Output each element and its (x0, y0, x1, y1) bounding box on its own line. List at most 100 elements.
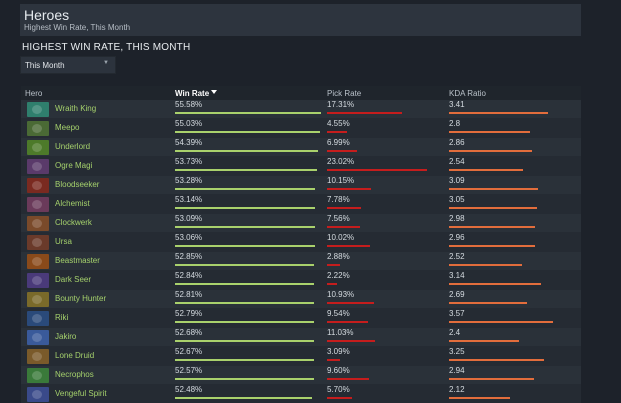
table-row[interactable]: Lone Druid 52.67% 3.09% 3.25 (21, 347, 581, 365)
hero-portrait[interactable] (27, 159, 49, 174)
hero-portrait[interactable] (27, 235, 49, 250)
hero-portrait[interactable] (27, 197, 49, 212)
table-row[interactable]: Dark Seer 52.84% 2.22% 3.14 (21, 271, 581, 289)
hero-name-link[interactable]: Wraith King (55, 104, 97, 113)
kda-stat: 2.8 (449, 119, 461, 128)
win-stat: 55.58% (175, 100, 203, 109)
hero-name-link[interactable]: Riki (55, 313, 69, 322)
win-stat: 52.79% (175, 309, 203, 318)
win-rate-bar (175, 283, 314, 285)
hero-name-link[interactable]: Meepo (55, 123, 80, 132)
kda-rate-bar (449, 321, 553, 323)
table-row[interactable]: Clockwerk 53.09% 7.56% 2.98 (21, 214, 581, 232)
pick-rate-bar (327, 169, 427, 171)
pick-stat: 3.09% (327, 347, 350, 356)
pick-rate-bar (327, 340, 375, 342)
kda-rate-bar (449, 150, 532, 152)
hero-name-link[interactable]: Beastmaster (55, 256, 100, 265)
table-row[interactable]: Necrophos 52.57% 9.60% 2.94 (21, 366, 581, 384)
pick-stat: 10.15% (327, 176, 355, 185)
table-row[interactable]: Wraith King 55.58% 17.31% 3.41 (21, 100, 581, 118)
column-header-hero[interactable]: Hero (25, 89, 43, 98)
table-row[interactable]: Bounty Hunter 52.81% 10.93% 2.69 (21, 290, 581, 308)
hero-name-link[interactable]: Vengeful Spirit (55, 389, 107, 398)
hero-portrait[interactable] (27, 387, 49, 402)
kda-stat: 3.41 (449, 100, 465, 109)
kda-stat: 3.05 (449, 195, 465, 204)
pick-stat: 17.31% (327, 100, 355, 109)
hero-name-link[interactable]: Bounty Hunter (55, 294, 107, 303)
pick-rate-bar (327, 226, 360, 228)
kda-stat: 2.94 (449, 366, 465, 375)
win-rate-bar (175, 397, 312, 399)
table-row[interactable]: Vengeful Spirit 52.48% 5.70% 2.12 (21, 385, 581, 403)
column-header-kda-ratio[interactable]: KDA Ratio (449, 89, 486, 98)
win-stat: 53.14% (175, 195, 203, 204)
hero-name-link[interactable]: Underlord (55, 142, 91, 151)
pick-rate-bar (327, 283, 337, 285)
column-header-pick-rate[interactable]: Pick Rate (327, 89, 362, 98)
pick-stat: 11.03% (327, 328, 354, 337)
hero-portrait[interactable] (27, 349, 49, 364)
table-row[interactable]: Ogre Magi 53.73% 23.02% 2.54 (21, 157, 581, 175)
win-stat: 55.03% (175, 119, 203, 128)
hero-portrait[interactable] (27, 121, 49, 136)
time-range-selected-value: This Month (25, 61, 65, 70)
hero-portrait[interactable] (27, 216, 49, 231)
win-rate-bar (175, 321, 314, 323)
hero-portrait[interactable] (27, 292, 49, 307)
time-range-select[interactable]: This Month ▼ (20, 56, 116, 74)
kda-stat: 3.25 (449, 347, 465, 356)
table-row[interactable]: Meepo 55.03% 4.55% 2.8 (21, 119, 581, 137)
table-header: Hero Win Rate Pick Rate KDA Ratio (21, 86, 581, 100)
win-stat: 53.06% (175, 233, 203, 242)
kda-stat: 2.96 (449, 233, 465, 242)
hero-name-link[interactable]: Ursa (55, 237, 72, 246)
table-row[interactable]: Riki 52.79% 9.54% 3.57 (21, 309, 581, 327)
win-stat: 54.39% (175, 138, 203, 147)
kda-rate-bar (449, 131, 530, 133)
hero-portrait[interactable] (27, 273, 49, 288)
hero-portrait[interactable] (27, 102, 49, 117)
win-stat: 52.81% (175, 290, 203, 299)
hero-name-link[interactable]: Bloodseeker (55, 180, 100, 189)
pick-rate-bar (327, 245, 370, 247)
kda-stat: 2.86 (449, 138, 465, 147)
table-row[interactable]: Underlord 54.39% 6.99% 2.86 (21, 138, 581, 156)
pick-rate-bar (327, 321, 368, 323)
hero-name-link[interactable]: Dark Seer (55, 275, 92, 284)
hero-name-link[interactable]: Alchemist (55, 199, 90, 208)
hero-name-link[interactable]: Ogre Magi (55, 161, 93, 170)
hero-portrait[interactable] (27, 330, 49, 345)
kda-rate-bar (449, 169, 523, 171)
table-row[interactable]: Alchemist 53.14% 7.78% 3.05 (21, 195, 581, 213)
win-rate-bar (175, 302, 314, 304)
kda-stat: 2.52 (449, 252, 465, 261)
table-row[interactable]: Bloodseeker 53.28% 10.15% 3.09 (21, 176, 581, 194)
pick-rate-bar (327, 131, 347, 133)
hero-portrait[interactable] (27, 368, 49, 383)
sort-descending-icon[interactable] (211, 90, 217, 94)
hero-name-link[interactable]: Necrophos (55, 370, 94, 379)
page-title: Heroes (24, 7, 70, 23)
hero-portrait[interactable] (27, 140, 49, 155)
hero-portrait[interactable] (27, 254, 49, 269)
pick-stat: 23.02% (327, 157, 355, 166)
hero-portrait[interactable] (27, 178, 49, 193)
kda-rate-bar (449, 245, 535, 247)
pick-rate-bar (327, 302, 374, 304)
table-row[interactable]: Jakiro 52.68% 11.03% 2.4 (21, 328, 581, 346)
win-stat: 52.67% (175, 347, 203, 356)
table-row[interactable]: Beastmaster 52.85% 2.88% 2.52 (21, 252, 581, 270)
table-row[interactable]: Ursa 53.06% 10.02% 2.96 (21, 233, 581, 251)
win-stat: 53.73% (175, 157, 203, 166)
hero-name-link[interactable]: Jakiro (55, 332, 77, 341)
kda-rate-bar (449, 283, 541, 285)
win-rate-bar (175, 131, 320, 133)
pick-stat: 9.54% (327, 309, 350, 318)
win-stat: 53.28% (175, 176, 203, 185)
hero-portrait[interactable] (27, 311, 49, 326)
hero-name-link[interactable]: Lone Druid (55, 351, 95, 360)
hero-name-link[interactable]: Clockwerk (55, 218, 92, 227)
column-header-win-rate[interactable]: Win Rate (175, 89, 210, 98)
